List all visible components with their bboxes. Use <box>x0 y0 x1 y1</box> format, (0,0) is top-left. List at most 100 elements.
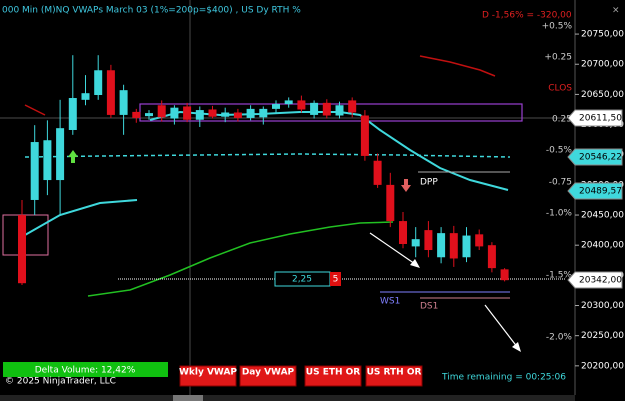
price-flag <box>567 182 623 200</box>
y-tick-label: 20200,00 <box>581 361 624 371</box>
button[interactable] <box>304 365 362 387</box>
candle-body <box>500 269 509 281</box>
candle-body <box>106 70 115 115</box>
candle-body <box>322 102 331 116</box>
price-flag-label: 20546,22 <box>579 153 622 163</box>
percent-label: -0.5% <box>546 146 573 156</box>
button[interactable] <box>239 365 297 387</box>
candle-body <box>157 105 166 118</box>
candle-body <box>284 100 293 105</box>
candle-body <box>411 239 420 247</box>
candle-body <box>475 234 484 247</box>
candle-body <box>18 215 26 284</box>
percent-label: -1.0% <box>546 209 573 219</box>
button-label: Wkly VWAP <box>179 368 237 378</box>
level-label: WS1 <box>380 297 400 307</box>
order-count-box[interactable] <box>330 272 341 286</box>
candle-body <box>43 140 52 181</box>
vwap-line <box>24 199 138 236</box>
candle-body <box>297 100 306 110</box>
arrow <box>369 232 419 267</box>
daily-change: D -1,56% = -320,00 <box>482 11 572 21</box>
arrow-head <box>410 259 420 268</box>
scrollbar[interactable] <box>0 395 575 401</box>
candle-body <box>373 160 382 185</box>
button[interactable] <box>179 365 237 387</box>
red-line <box>419 55 496 77</box>
delta-volume: Delta Volume: 12,42% <box>35 366 136 376</box>
percent-label: -1.5% <box>546 271 573 281</box>
candle-body <box>81 93 90 100</box>
candle-body <box>386 184 395 222</box>
y-tick-label: 20700,00 <box>581 60 624 70</box>
price-flag-label: 20342,00 <box>579 276 622 286</box>
percent-label: CLOS <box>548 84 572 94</box>
candle-body <box>335 105 344 116</box>
price-flag-label: 20489,57 <box>579 187 622 197</box>
candle-body <box>208 109 217 117</box>
copyright: © 2025 NinjaTrader, LLC <box>5 377 116 387</box>
y-tick-label: 20750,00 <box>581 30 624 40</box>
price-flag-label: 20611,50 <box>579 114 622 124</box>
button-label: Day VWAP <box>242 368 295 378</box>
percent-label: +0.25 <box>544 53 572 63</box>
candle-body <box>310 102 319 115</box>
arrow-head <box>512 342 521 352</box>
candle-body <box>348 100 357 113</box>
candle-body <box>360 115 369 156</box>
order-count: 5 <box>333 275 339 285</box>
candle-body <box>56 128 65 181</box>
candle-body <box>68 98 77 130</box>
y-tick-label: 20400,00 <box>581 241 624 251</box>
y-tick-label: 20300,00 <box>581 301 624 311</box>
candle-body <box>233 112 242 118</box>
candle-body <box>132 111 141 118</box>
arrow <box>484 304 519 349</box>
candle-body <box>449 233 458 259</box>
candle-body <box>487 245 496 269</box>
candle-body <box>119 90 128 115</box>
candle-body <box>272 104 280 109</box>
percent-label: -0.75 <box>549 178 572 188</box>
delta-volume-box <box>3 362 168 377</box>
candle-body <box>195 110 204 120</box>
candle-body <box>437 233 446 258</box>
y-tick-label: 20450,00 <box>581 211 624 221</box>
candle-body <box>30 142 39 200</box>
button[interactable] <box>365 365 423 387</box>
button-label: US RTH OR <box>367 368 422 378</box>
price-flag <box>567 109 623 127</box>
y-tick-label: 20250,00 <box>581 331 624 341</box>
sell-marker <box>401 179 411 192</box>
candle-body <box>462 235 471 258</box>
candle-body <box>183 106 192 120</box>
candle-body <box>94 70 103 96</box>
percent-label: +0.5% <box>542 22 573 32</box>
price-flag <box>567 148 623 166</box>
order-qty: 2,25 <box>292 275 312 285</box>
close-icon[interactable]: × <box>612 6 620 16</box>
buy-marker <box>68 150 78 163</box>
level-label: DS1 <box>420 302 438 312</box>
candles <box>18 55 509 286</box>
candle-body <box>221 112 230 117</box>
y-tick-label: 20650,00 <box>581 90 624 100</box>
time-remaining: Time remaining = 00:25:06 <box>441 373 566 383</box>
candle-body <box>170 107 179 119</box>
chart-title: 000 Min (M)NQ VWAPs March 03 (1%=200p=$4… <box>2 6 301 16</box>
candle-body <box>259 108 268 118</box>
candle-body <box>424 230 433 251</box>
candle-body <box>145 113 153 117</box>
candle-body <box>399 221 407 244</box>
green-line <box>87 221 394 297</box>
percent-label: 0.25 <box>552 115 572 125</box>
candle-body <box>246 108 255 118</box>
price-flag <box>567 271 623 289</box>
percent-label: -2.0% <box>546 333 573 343</box>
red-line <box>24 104 46 116</box>
level-label: DPP <box>420 178 438 188</box>
scroll-thumb[interactable] <box>173 395 203 401</box>
